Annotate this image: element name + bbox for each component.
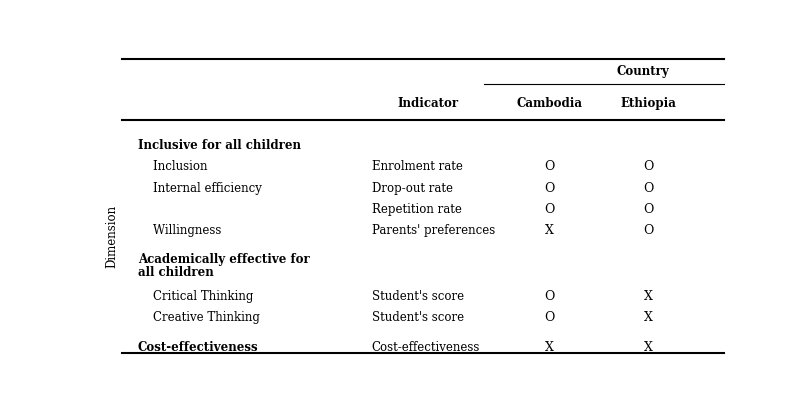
Text: O: O [544, 290, 553, 303]
Text: Dimension: Dimension [105, 204, 118, 267]
Text: Cost-effectiveness: Cost-effectiveness [138, 341, 259, 354]
Text: O: O [643, 202, 653, 215]
Text: Academically effective for: Academically effective for [138, 252, 309, 265]
Text: Cost-effectiveness: Cost-effectiveness [371, 341, 479, 354]
Text: Willingness: Willingness [138, 224, 221, 237]
Text: Cambodia: Cambodia [516, 97, 581, 110]
Text: O: O [643, 224, 653, 237]
Text: O: O [643, 181, 653, 194]
Text: O: O [544, 181, 553, 194]
Text: Student's score: Student's score [371, 311, 463, 324]
Text: Ethiopia: Ethiopia [620, 97, 676, 110]
Text: Inclusive for all children: Inclusive for all children [138, 139, 300, 152]
Text: O: O [544, 202, 553, 215]
Text: O: O [544, 160, 553, 173]
Text: X: X [643, 311, 653, 324]
Text: O: O [544, 311, 553, 324]
Text: Country: Country [615, 64, 668, 77]
Text: X: X [544, 224, 553, 237]
Text: Indicator: Indicator [397, 97, 458, 110]
Text: Critical Thinking: Critical Thinking [138, 290, 253, 303]
Text: Enrolment rate: Enrolment rate [371, 160, 462, 173]
Text: X: X [643, 341, 653, 354]
Text: Internal efficiency: Internal efficiency [138, 181, 262, 194]
Text: X: X [643, 290, 653, 303]
Text: Inclusion: Inclusion [138, 160, 207, 173]
Text: X: X [544, 341, 553, 354]
Text: Repetition rate: Repetition rate [371, 202, 461, 215]
Text: Parents' preferences: Parents' preferences [371, 224, 494, 237]
Text: all children: all children [138, 265, 214, 278]
Text: Drop-out rate: Drop-out rate [371, 181, 452, 194]
Text: Creative Thinking: Creative Thinking [138, 311, 259, 324]
Text: O: O [643, 160, 653, 173]
Text: Student's score: Student's score [371, 290, 463, 303]
